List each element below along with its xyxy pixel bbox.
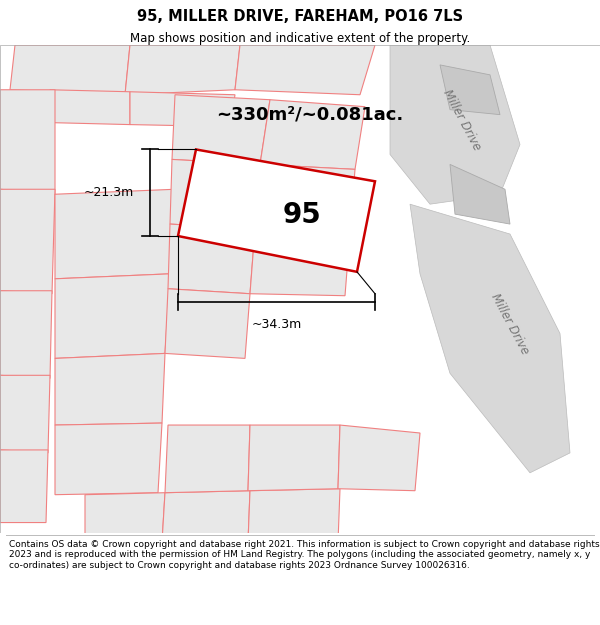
Polygon shape	[0, 189, 55, 294]
Polygon shape	[172, 95, 270, 164]
Polygon shape	[440, 65, 500, 114]
Text: 95: 95	[282, 201, 321, 229]
Polygon shape	[410, 204, 570, 472]
Polygon shape	[0, 90, 55, 194]
Polygon shape	[55, 353, 165, 425]
Text: ~34.3m: ~34.3m	[251, 318, 302, 331]
Polygon shape	[0, 291, 52, 378]
Polygon shape	[450, 164, 510, 224]
Polygon shape	[168, 224, 255, 294]
Polygon shape	[390, 45, 520, 204]
Polygon shape	[0, 450, 48, 522]
Polygon shape	[0, 375, 50, 453]
Polygon shape	[85, 492, 165, 542]
Text: Miller Drive: Miller Drive	[488, 291, 532, 356]
Polygon shape	[170, 159, 260, 229]
Polygon shape	[55, 423, 162, 495]
Polygon shape	[125, 45, 240, 95]
Polygon shape	[50, 90, 130, 124]
Text: Contains OS data © Crown copyright and database right 2021. This information is : Contains OS data © Crown copyright and d…	[9, 540, 599, 570]
Polygon shape	[162, 491, 250, 542]
Text: 95, MILLER DRIVE, FAREHAM, PO16 7LS: 95, MILLER DRIVE, FAREHAM, PO16 7LS	[137, 9, 463, 24]
Polygon shape	[130, 92, 235, 127]
Polygon shape	[250, 229, 350, 296]
Polygon shape	[260, 100, 365, 169]
Polygon shape	[255, 164, 355, 232]
Polygon shape	[55, 189, 175, 279]
Text: Miller Drive: Miller Drive	[440, 87, 484, 152]
Polygon shape	[235, 45, 375, 95]
Polygon shape	[165, 425, 250, 493]
Text: ~21.3m: ~21.3m	[84, 186, 134, 199]
Polygon shape	[338, 425, 420, 491]
Text: Map shows position and indicative extent of the property.: Map shows position and indicative extent…	[130, 32, 470, 46]
Polygon shape	[248, 425, 340, 491]
Polygon shape	[165, 289, 250, 358]
Polygon shape	[178, 149, 375, 272]
Polygon shape	[248, 489, 340, 542]
Polygon shape	[10, 45, 130, 95]
Text: ~330m²/~0.081ac.: ~330m²/~0.081ac.	[217, 106, 404, 124]
Polygon shape	[55, 274, 170, 358]
